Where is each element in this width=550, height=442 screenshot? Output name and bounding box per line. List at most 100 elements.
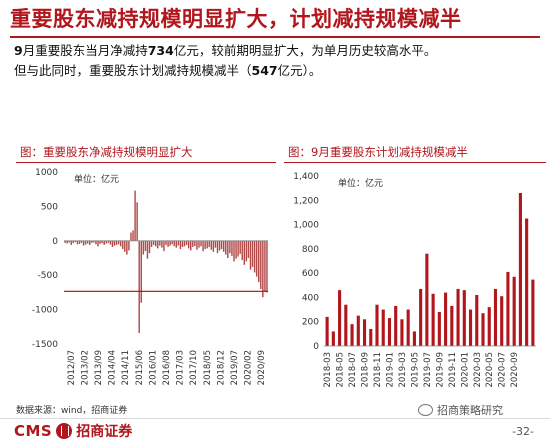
summary-text: 9月重要股东当月净减持734亿元，较前期明显扩大，为单月历史较高水平。 但与此同… — [14, 41, 539, 81]
bar — [253, 240, 256, 273]
logo-cms: CMS — [14, 422, 53, 440]
y-tick-label: -1000 — [32, 306, 58, 316]
x-tick-label: 2017/03 — [176, 350, 186, 385]
x-tick-label: 2014/11 — [121, 350, 131, 385]
bar — [444, 292, 448, 346]
logo-name: 招商证券 — [76, 424, 133, 440]
summary-line-2: 但与此同时，重要股东计划减持规模减半（547亿元）。 — [14, 61, 539, 81]
x-tick-label: 2018/12 — [216, 350, 226, 385]
bar — [262, 240, 264, 298]
x-tick-label: 2019-07 — [423, 352, 433, 388]
bar — [115, 240, 118, 245]
planned-reduction-chart-rule — [284, 162, 546, 163]
bar — [462, 290, 466, 346]
bar — [154, 240, 157, 247]
x-tick-label: 2020-07 — [498, 352, 508, 388]
bar — [128, 240, 130, 251]
bar — [198, 240, 200, 248]
bar — [512, 276, 516, 346]
bar — [350, 324, 354, 346]
bar — [169, 240, 171, 246]
bar — [107, 240, 110, 243]
bar — [185, 240, 188, 245]
bar — [258, 240, 260, 283]
bar — [179, 240, 182, 250]
bar — [150, 240, 153, 247]
bar — [356, 315, 360, 346]
bar — [493, 288, 498, 346]
bar — [249, 240, 252, 270]
bar — [119, 240, 122, 247]
bar — [202, 240, 204, 252]
bar — [84, 240, 87, 245]
page-number: -32- — [512, 425, 534, 438]
bar — [344, 304, 348, 346]
bar — [406, 309, 410, 346]
summary-text-b: 亿元，较前期明显扩大，为单月历史较高水平。 — [173, 43, 437, 58]
bar — [187, 240, 190, 249]
x-tick-label: 2018-11 — [373, 352, 383, 388]
x-tick-label: 2019-01 — [385, 352, 395, 388]
y-tick-label: 1,400 — [293, 172, 319, 182]
bar — [146, 240, 149, 259]
x-tick-label: 2018-07 — [348, 352, 358, 388]
bar — [369, 329, 373, 346]
bar — [531, 279, 535, 346]
bar — [86, 240, 89, 244]
bar — [456, 288, 460, 346]
bar — [331, 331, 335, 346]
bar — [132, 230, 134, 241]
x-tick-label: 2014/04 — [108, 350, 118, 385]
bar — [338, 290, 342, 346]
bar — [208, 240, 210, 247]
bar — [487, 307, 491, 346]
y-tick-label: 200 — [302, 318, 319, 328]
y-tick-label: 600 — [302, 269, 319, 279]
planned-reduction-chart: 单位：亿元 0 200 400 600 800 1,000 1,200 1,400 2018-03… — [293, 172, 536, 388]
y-tick-label: 0 — [52, 237, 58, 247]
bar — [89, 240, 91, 245]
wechat-icon — [418, 404, 433, 416]
x-tick-label: 2019-03 — [398, 352, 408, 388]
bar — [74, 240, 77, 243]
bar — [437, 312, 441, 346]
bar — [190, 240, 192, 251]
data-source: 数据来源：wind，招商证券 — [16, 406, 128, 416]
bar — [266, 240, 268, 293]
bar — [218, 240, 221, 251]
bar — [140, 240, 142, 303]
bar — [173, 240, 175, 247]
summary-text-a: 月重要股东当月净减持 — [22, 43, 148, 58]
bar — [196, 240, 198, 250]
bar — [237, 240, 239, 257]
bar — [233, 240, 235, 262]
bar — [255, 240, 258, 277]
bar — [216, 240, 219, 254]
bar — [214, 240, 217, 248]
net-reduction-unit-label: 单位：亿元 — [74, 173, 119, 185]
x-tick-label: 2020/02 — [244, 350, 254, 385]
bar — [475, 295, 479, 346]
bar — [247, 240, 250, 258]
bar — [375, 304, 379, 346]
bar — [72, 240, 74, 244]
bar — [167, 240, 169, 247]
y-tick-label: 1,200 — [293, 196, 319, 206]
x-tick-label: 2019-11 — [448, 352, 458, 388]
bar — [144, 240, 147, 252]
bar — [97, 240, 99, 247]
bar — [136, 202, 138, 241]
bar — [200, 240, 202, 247]
x-tick-label: 2020-03 — [473, 352, 483, 388]
bar — [506, 271, 510, 346]
bar — [362, 319, 367, 346]
summary-text-d: 亿元）。 — [277, 63, 322, 78]
bar — [468, 309, 473, 346]
bar — [400, 319, 404, 346]
bar — [431, 293, 435, 346]
bar — [206, 240, 208, 249]
bar — [518, 193, 522, 346]
bar — [91, 240, 93, 243]
bar — [111, 240, 114, 247]
bar — [241, 240, 243, 261]
